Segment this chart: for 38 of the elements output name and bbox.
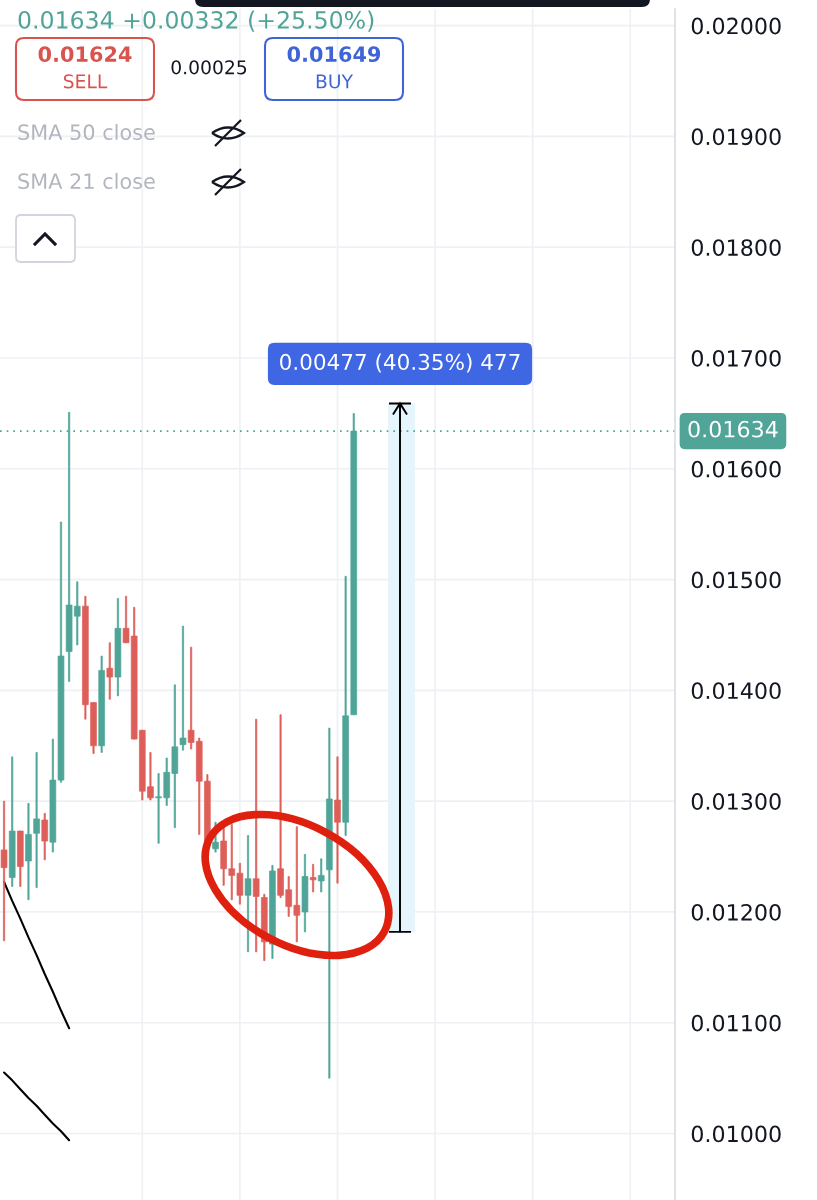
- y-tick-label: 0.02000: [691, 17, 781, 35]
- y-tick-label: 0.01300: [691, 793, 781, 810]
- annotation: 0.01649: [287, 46, 381, 63]
- line-series: [3, 1071, 71, 1142]
- y-tick-label: 0.01100: [691, 1014, 781, 1032]
- annotation: 0.01634 +0.00332 (+25.50%): [18, 10, 374, 32]
- y-tick-label: 0.01700: [691, 349, 781, 367]
- annotation: 0.01624: [38, 46, 132, 63]
- candlestick: [25, 803, 32, 901]
- candlestick: [326, 727, 333, 1079]
- line-series: [3, 880, 71, 1030]
- candlestick: [334, 756, 341, 884]
- y-tick-label: 0.01600: [691, 460, 781, 478]
- candlestick: [106, 642, 114, 700]
- annotation: BUY: [316, 74, 354, 89]
- y-tick-label: 0.01000: [691, 1125, 781, 1143]
- annotation: SMA 50 close: [18, 123, 155, 141]
- annotation: SMA 21 close: [18, 172, 155, 190]
- candlestick: [33, 752, 40, 888]
- candlestick: [252, 718, 260, 953]
- y-tick-label: 0.01900: [691, 128, 781, 146]
- candlestick: [179, 625, 187, 751]
- y-tick-label: 0.01500: [691, 571, 781, 589]
- candlestick: [301, 853, 309, 933]
- y-tick-label: 0.01200: [691, 903, 781, 921]
- band-label: 0.00477 (40.35%) 477: [280, 353, 520, 373]
- candlestick: [342, 575, 349, 836]
- annotation: 0.00025: [171, 60, 247, 75]
- candlestick: [309, 863, 317, 893]
- candlestick: [41, 812, 49, 861]
- candlestick: [0, 800, 8, 942]
- candlestick: [17, 830, 24, 887]
- ref-line-label: 0.01634: [688, 420, 778, 438]
- candlestick: [317, 858, 325, 893]
- annotation: SELL: [63, 74, 108, 89]
- candlestick: [244, 835, 252, 953]
- y-tick-label: 0.01400: [691, 682, 781, 700]
- y-tick-label: 0.01800: [691, 239, 781, 256]
